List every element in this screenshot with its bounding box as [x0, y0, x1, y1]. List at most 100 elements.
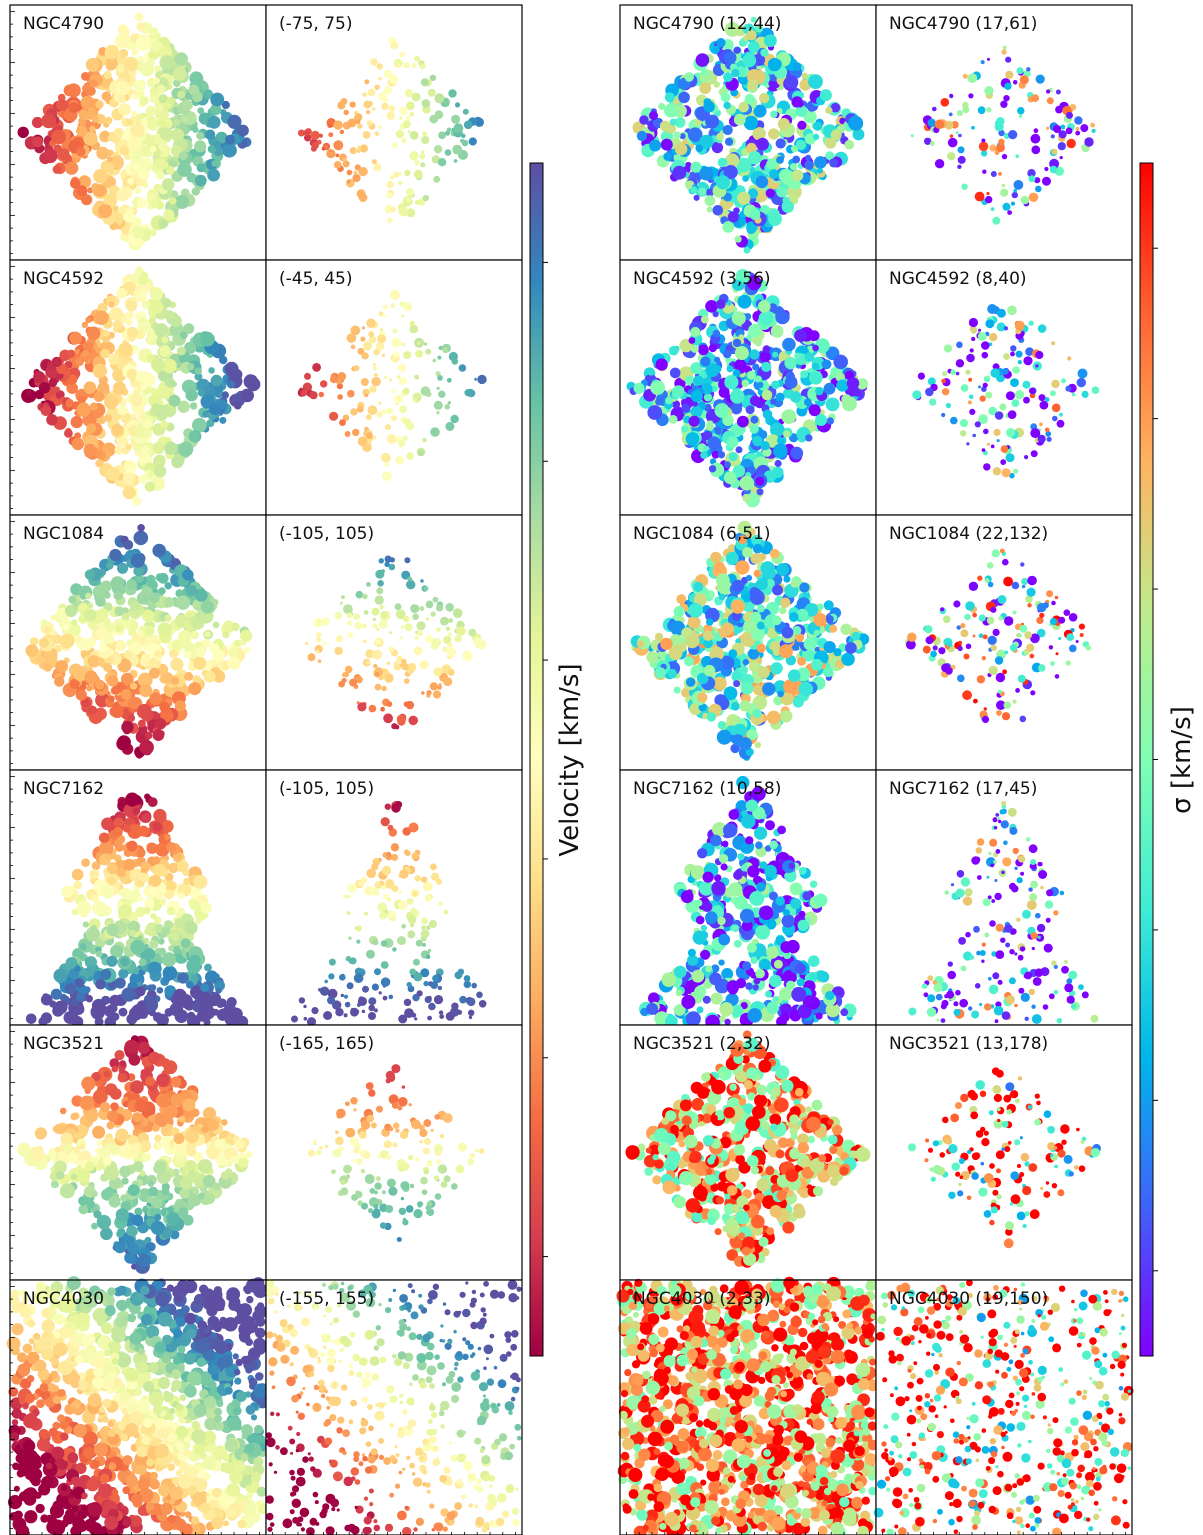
data-bin [402, 387, 410, 395]
data-bin [669, 367, 681, 379]
data-bin [1000, 459, 1007, 465]
data-bin [390, 843, 400, 852]
data-bin [823, 641, 836, 654]
data-bin [1055, 652, 1059, 656]
data-bin [1078, 623, 1085, 630]
data-bin [135, 36, 151, 52]
data-bin [194, 372, 203, 381]
data-bin [754, 24, 764, 33]
data-bin [177, 892, 186, 900]
data-bin [376, 411, 383, 418]
data-bin [378, 311, 384, 317]
data-bin [986, 442, 991, 446]
data-bin [347, 389, 355, 398]
data-bin [917, 372, 926, 380]
data-bin [85, 592, 92, 600]
data-bin [395, 129, 405, 139]
data-bin [1065, 660, 1071, 666]
data-bin [421, 99, 431, 108]
data-bin [389, 174, 395, 180]
data-bin [78, 175, 92, 189]
data-bin [450, 414, 459, 424]
data-bin [149, 692, 163, 706]
data-bin [51, 129, 66, 145]
data-bin [463, 980, 471, 989]
data-bin [663, 152, 672, 161]
data-bin [316, 139, 322, 145]
data-bin [996, 439, 1000, 443]
data-bin [756, 621, 765, 630]
data-bin [390, 303, 396, 309]
data-bin [1030, 690, 1036, 696]
data-bin [755, 175, 769, 189]
data-bin [63, 84, 76, 97]
data-bin [438, 683, 442, 687]
data-bin [1034, 177, 1041, 184]
panel-r4-c1: NGC7162 [9, 769, 267, 1029]
panel-bins [632, 16, 865, 254]
data-bin [649, 111, 658, 121]
data-bin [734, 235, 742, 243]
data-bin [386, 192, 393, 199]
data-bin [986, 191, 990, 196]
data-bin [313, 618, 323, 628]
data-bin [136, 848, 146, 858]
data-bin [431, 872, 440, 881]
data-bin [113, 590, 123, 601]
data-bin [700, 356, 711, 367]
data-bin [746, 30, 757, 41]
data-bin [712, 329, 721, 338]
data-bin [387, 897, 392, 902]
data-bin [347, 118, 357, 128]
data-bin [360, 378, 369, 386]
data-bin [362, 388, 370, 397]
data-bin [343, 1013, 348, 1018]
data-bin [757, 604, 765, 613]
data-bin [735, 560, 750, 575]
data-bin [743, 115, 759, 131]
data-bin [363, 100, 372, 109]
data-bin [684, 72, 694, 82]
data-bin [678, 91, 690, 104]
data-bin [971, 125, 975, 130]
data-bin [1030, 428, 1041, 439]
data-bin [114, 624, 124, 633]
data-bin [716, 299, 726, 310]
data-bin [356, 189, 366, 199]
data-bin [978, 385, 981, 389]
data-bin [148, 316, 156, 324]
data-bin [168, 862, 179, 874]
data-bin [650, 380, 665, 395]
data-bin [346, 333, 357, 343]
data-bin [707, 420, 714, 427]
data-bin [307, 653, 316, 662]
data-bin [327, 123, 333, 128]
data-bin [984, 578, 990, 583]
data-bin [722, 221, 735, 233]
data-bin [990, 444, 995, 449]
data-bin [402, 615, 410, 623]
panel-label: NGC4790 [23, 14, 104, 34]
data-bin [430, 641, 439, 650]
data-bin [115, 81, 130, 96]
data-bin [1007, 210, 1012, 216]
data-bin [742, 175, 749, 182]
data-bin [731, 68, 740, 78]
data-bin [1035, 364, 1039, 368]
panel-label: (-105, 105) [279, 524, 374, 544]
data-bin [186, 960, 201, 974]
data-bin [735, 279, 743, 287]
data-bin [716, 573, 730, 588]
data-bin [64, 983, 76, 995]
data-bin [124, 281, 136, 293]
data-bin [316, 637, 322, 643]
data-bin [409, 131, 419, 140]
data-bin [131, 217, 142, 227]
data-bin [171, 932, 180, 941]
data-bin [71, 868, 84, 881]
data-bin [410, 907, 417, 914]
data-bin [1019, 715, 1027, 723]
data-bin [839, 117, 846, 125]
data-bin [104, 395, 119, 410]
data-bin [350, 344, 356, 350]
